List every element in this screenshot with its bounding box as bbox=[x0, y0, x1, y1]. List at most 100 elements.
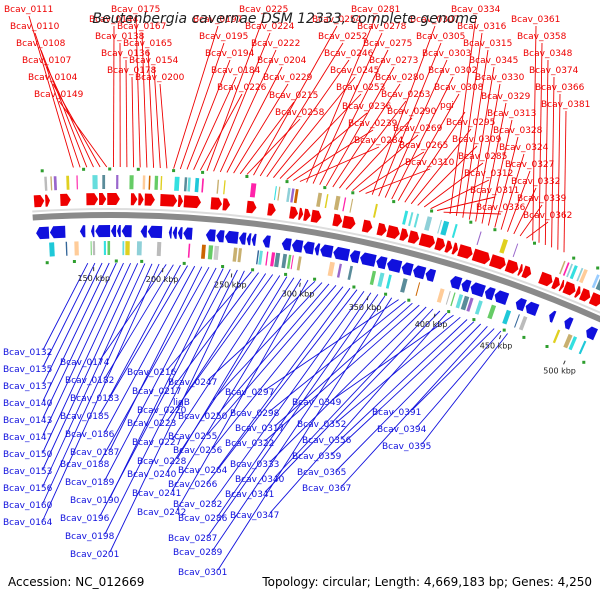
reverse-gene-label: Bcav_0340 bbox=[235, 475, 285, 485]
forward-cog-block bbox=[154, 175, 159, 190]
forward-gene-label: Bcav_0285 bbox=[458, 152, 507, 162]
forward-cog-block bbox=[349, 198, 354, 213]
forward-label-line bbox=[246, 118, 301, 175]
reverse-gene-label: Bcav_0395 bbox=[382, 442, 431, 452]
reverse-gene-label: Bcav_0143 bbox=[3, 416, 52, 426]
reverse-label-line bbox=[42, 263, 160, 521]
forward-gene-arrow bbox=[444, 240, 453, 253]
forward-gene-label: Bcav_0334 bbox=[451, 5, 501, 15]
forward-gene-label: Bcav_0226 bbox=[217, 83, 267, 93]
forward-gene-label: Bcav_0175 bbox=[111, 5, 160, 15]
forward-gene-arrow bbox=[45, 194, 50, 207]
forward-gene-arrow bbox=[303, 208, 311, 221]
forward-gene-arrow bbox=[521, 265, 532, 279]
reverse-gene-label: Bcav_0367 bbox=[302, 484, 351, 494]
forward-rna-marker bbox=[108, 167, 112, 171]
reverse-label-line bbox=[166, 271, 252, 371]
reverse-cog-block bbox=[237, 248, 242, 263]
forward-label-line bbox=[253, 25, 338, 176]
reverse-label-line bbox=[176, 273, 267, 409]
forward-label-line bbox=[58, 100, 108, 168]
forward-gene-arrow bbox=[588, 292, 600, 307]
forward-gene-label: Bcav_0339 bbox=[517, 194, 567, 204]
reverse-gene-arrow bbox=[360, 252, 377, 267]
forward-label-line bbox=[404, 111, 466, 203]
reverse-gene-arrow bbox=[470, 282, 486, 298]
forward-gene-label: Bcav_0111 bbox=[4, 5, 53, 15]
forward-gene-label: Bcav_0178 bbox=[107, 66, 157, 76]
forward-gene-arrow bbox=[457, 244, 473, 259]
reverse-gene-label: Bcav_0186 bbox=[65, 430, 115, 440]
forward-label-line bbox=[494, 136, 519, 228]
reverse-gene-label: Bcav_0322 bbox=[225, 439, 274, 449]
forward-gene-label: Bcav_0307 bbox=[410, 15, 459, 25]
reverse-label-line bbox=[42, 262, 110, 402]
reverse-rna-marker bbox=[522, 335, 526, 339]
forward-label-line bbox=[500, 153, 525, 230]
forward-gene-label: Bcav_0239 bbox=[348, 119, 398, 129]
reverse-gene-label: Bcav_0227 bbox=[132, 438, 181, 448]
reverse-label-line bbox=[99, 265, 188, 415]
reverse-rna-marker bbox=[221, 265, 225, 268]
forward-label-line bbox=[365, 168, 431, 194]
reverse-gene-arrow bbox=[205, 229, 216, 242]
forward-cog-block bbox=[102, 175, 106, 189]
reverse-label-line bbox=[42, 262, 89, 351]
reverse-label-line bbox=[42, 263, 132, 453]
reverse-cog-block bbox=[103, 241, 106, 255]
reverse-label-line bbox=[166, 277, 295, 473]
forward-label-line bbox=[378, 42, 442, 197]
reverse-label-line bbox=[336, 316, 461, 423]
forward-label-line bbox=[557, 93, 561, 250]
label-line-layer bbox=[28, 15, 567, 571]
reverse-cog-block bbox=[415, 282, 421, 296]
forward-cog-block bbox=[174, 176, 180, 191]
reverse-gene-arrow bbox=[387, 258, 403, 273]
forward-gene-label: Bcav_0222 bbox=[251, 39, 300, 49]
reverse-gene-label: Bcav_0241 bbox=[132, 489, 181, 499]
forward-cog-block bbox=[316, 192, 323, 207]
forward-gene-arrow bbox=[418, 233, 435, 248]
reverse-gene-arrow bbox=[450, 276, 463, 290]
reverse-cog-block bbox=[187, 243, 191, 258]
forward-cog-block bbox=[286, 187, 291, 202]
reverse-gene-label: Bcav_0132 bbox=[3, 348, 52, 358]
forward-gene-arrow bbox=[434, 237, 446, 251]
forward-gene-label: Bcav_0253 bbox=[336, 83, 385, 93]
forward-gene-label: Bcav_0225 bbox=[239, 5, 288, 15]
forward-label-line bbox=[186, 59, 231, 170]
forward-cog-block bbox=[223, 180, 226, 195]
tick-label: 500 kbp bbox=[543, 367, 576, 376]
reverse-gene-label: ligB bbox=[173, 398, 190, 408]
reverse-cog-block bbox=[90, 241, 92, 256]
forward-gene-label: Bcav_0215 bbox=[269, 91, 318, 101]
reverse-cog-block bbox=[122, 241, 125, 256]
reverse-cog-block bbox=[286, 254, 292, 269]
forward-cog-block bbox=[160, 176, 163, 191]
reverse-cog-block bbox=[578, 340, 587, 355]
reverse-gene-label: Bcav_0394 bbox=[377, 425, 427, 435]
forward-cog-block bbox=[216, 179, 220, 194]
forward-label-line bbox=[233, 83, 289, 174]
reverse-gene-label: Bcav_0137 bbox=[3, 382, 52, 392]
reverse-cog-block bbox=[474, 300, 483, 315]
forward-rna-marker bbox=[136, 167, 140, 171]
tick-mark bbox=[366, 296, 369, 301]
reverse-gene-arrow bbox=[413, 265, 427, 280]
tick-label: 350 kbp bbox=[349, 303, 382, 312]
reverse-gene-label: Bcav_0156 bbox=[3, 484, 53, 494]
reverse-label-line bbox=[171, 275, 281, 441]
forward-gene-label: Bcav_0144 bbox=[89, 15, 139, 25]
forward-label-line bbox=[345, 117, 413, 190]
reverse-gene-label: Bcav_0264 bbox=[178, 466, 228, 476]
forward-gene-label: Bcav_0315 bbox=[463, 39, 512, 49]
reverse-cog-block bbox=[455, 294, 464, 309]
forward-label-line bbox=[352, 134, 419, 192]
tick-layer: 150 kbp 200 kbp 250 kbp 300 kbp 350 kbp 400 k… bbox=[77, 267, 576, 376]
reverse-gene-label: Bcav_0198 bbox=[65, 532, 115, 542]
forward-label-line bbox=[417, 145, 478, 206]
reverse-gene-arrow bbox=[314, 243, 321, 256]
reverse-label-line bbox=[166, 274, 274, 422]
reverse-rna-marker bbox=[502, 328, 506, 332]
